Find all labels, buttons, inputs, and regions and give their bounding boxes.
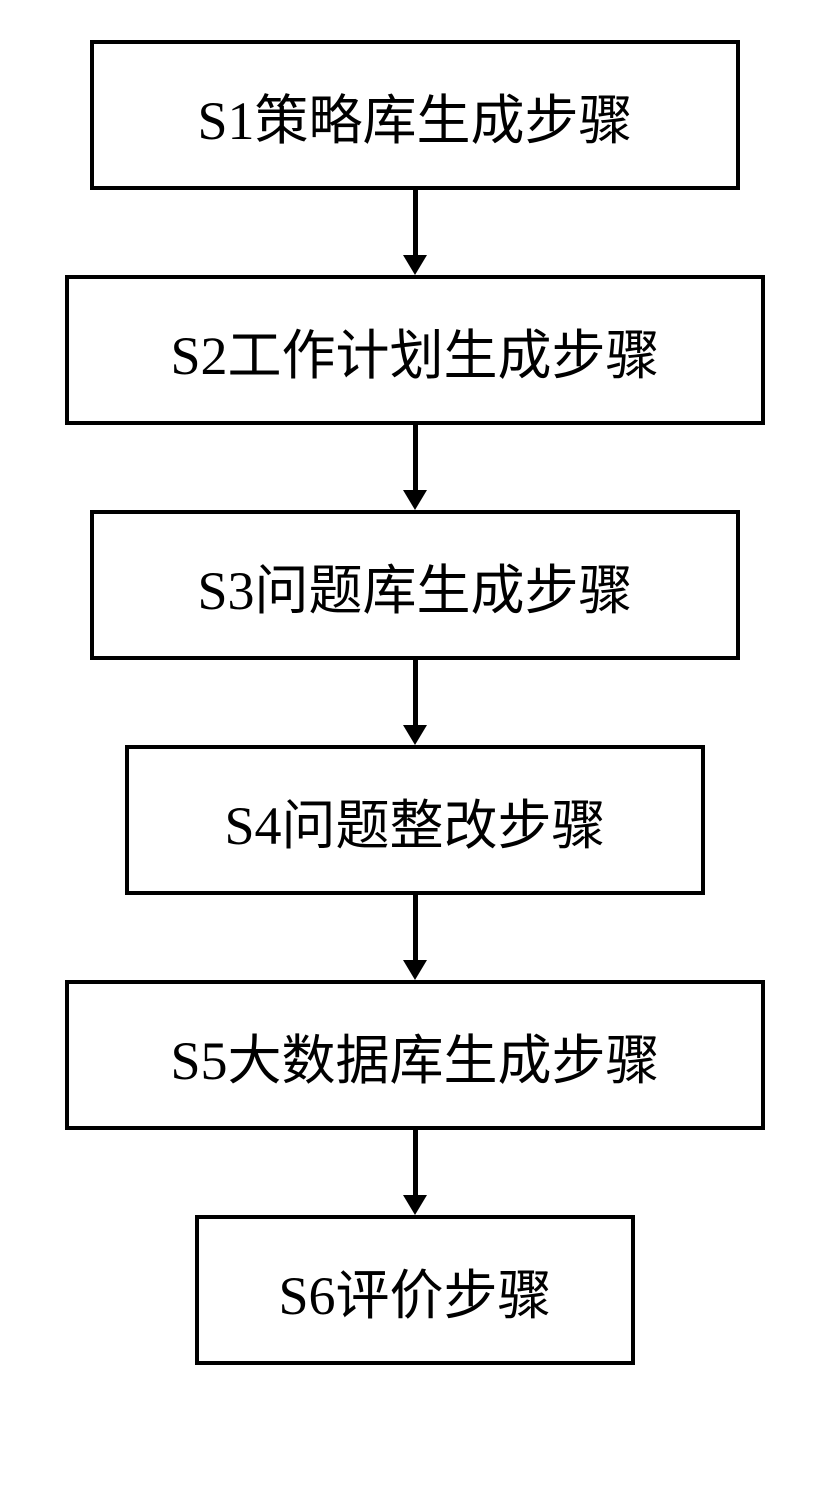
flowchart-arrow bbox=[403, 895, 427, 980]
arrow-head-icon bbox=[403, 255, 427, 275]
flowchart-arrow bbox=[403, 660, 427, 745]
flowchart-step-s3: S3问题库生成步骤 bbox=[90, 510, 740, 660]
arrow-head-icon bbox=[403, 960, 427, 980]
flowchart-step-s2: S2工作计划生成步骤 bbox=[65, 275, 765, 425]
arrow-head-icon bbox=[403, 725, 427, 745]
arrow-line bbox=[413, 895, 418, 960]
flowchart-step-label: S6评价步骤 bbox=[278, 1251, 551, 1330]
flowchart-step-s5: S5大数据库生成步骤 bbox=[65, 980, 765, 1130]
arrow-line bbox=[413, 1130, 418, 1195]
flowchart-step-s1: S1策略库生成步骤 bbox=[90, 40, 740, 190]
flowchart-step-label: S5大数据库生成步骤 bbox=[170, 1016, 659, 1095]
arrow-line bbox=[413, 190, 418, 255]
flowchart-arrow bbox=[403, 425, 427, 510]
flowchart-step-s4: S4问题整改步骤 bbox=[125, 745, 705, 895]
flowchart-arrow bbox=[403, 190, 427, 275]
flowchart-arrow bbox=[403, 1130, 427, 1215]
flowchart-step-label: S4问题整改步骤 bbox=[224, 781, 605, 860]
flowchart-step-label: S2工作计划生成步骤 bbox=[170, 311, 659, 390]
flowchart-container: S1策略库生成步骤 S2工作计划生成步骤 S3问题库生成步骤 S4问题整改步骤 … bbox=[65, 40, 765, 1365]
arrow-line bbox=[413, 660, 418, 725]
flowchart-step-s6: S6评价步骤 bbox=[195, 1215, 635, 1365]
arrow-line bbox=[413, 425, 418, 490]
flowchart-step-label: S3问题库生成步骤 bbox=[197, 546, 632, 625]
flowchart-step-label: S1策略库生成步骤 bbox=[197, 76, 632, 155]
arrow-head-icon bbox=[403, 1195, 427, 1215]
arrow-head-icon bbox=[403, 490, 427, 510]
